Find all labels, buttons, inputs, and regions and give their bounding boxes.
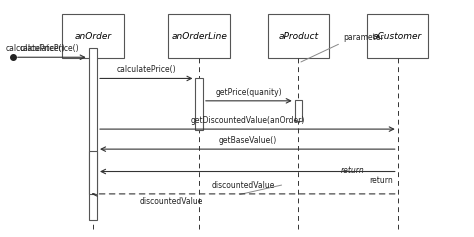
Text: anOrder: anOrder: [74, 32, 111, 41]
Text: getDiscountedValue(anOrder): getDiscountedValue(anOrder): [190, 116, 305, 125]
Text: getBaseValue(): getBaseValue(): [218, 136, 276, 145]
Text: return: return: [341, 166, 365, 175]
Bar: [89, 151, 97, 194]
Bar: [195, 78, 203, 130]
Bar: [295, 100, 302, 121]
Text: calculatePrice(): calculatePrice(): [19, 44, 79, 53]
Bar: [168, 14, 230, 58]
Text: discountedValue: discountedValue: [139, 197, 202, 206]
Text: return: return: [369, 176, 393, 185]
Text: discountedValue: discountedValue: [211, 181, 275, 190]
Text: parameter: parameter: [343, 33, 384, 42]
Bar: [268, 14, 329, 58]
Bar: [89, 48, 97, 220]
Text: getPrice(quanity): getPrice(quanity): [216, 88, 282, 97]
Text: anOrderLine: anOrderLine: [171, 32, 227, 41]
Text: calculatePrice(): calculatePrice(): [117, 65, 176, 74]
Bar: [367, 14, 428, 58]
Text: aCustomer: aCustomer: [373, 32, 422, 41]
Text: calculatePrice(): calculatePrice(): [5, 44, 65, 53]
Bar: [62, 14, 124, 58]
Text: aProduct: aProduct: [278, 32, 319, 41]
